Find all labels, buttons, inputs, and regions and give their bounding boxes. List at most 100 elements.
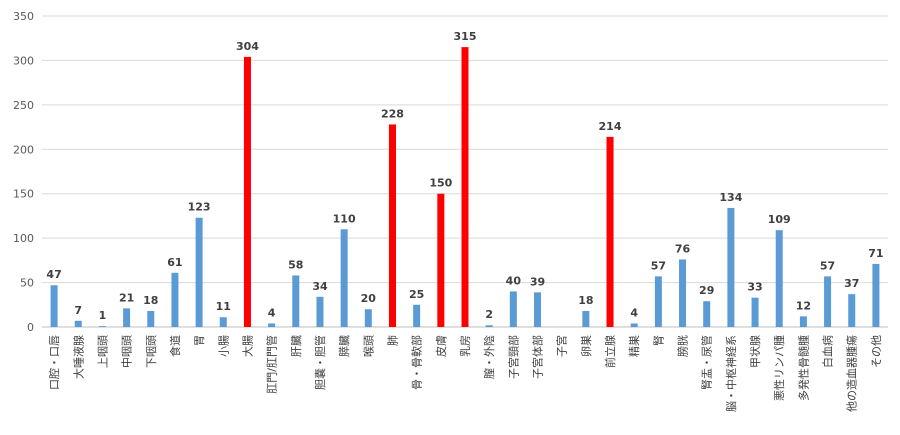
category-label: 小腸: [217, 335, 230, 357]
data-label: 57: [651, 259, 666, 272]
category-label: 悪性リンパ腫: [772, 335, 786, 401]
category-label: 腎盂・尿管: [700, 335, 714, 390]
bar: [388, 124, 396, 327]
y-tick-label: 150: [13, 188, 34, 201]
y-tick-label: 300: [13, 54, 34, 67]
data-label: 21: [119, 291, 134, 304]
bar: [437, 193, 445, 327]
bar: [872, 263, 880, 327]
category-label: 膀胱: [676, 335, 690, 357]
bar: [485, 325, 493, 327]
data-label: 18: [143, 294, 158, 307]
data-label: 304: [236, 40, 259, 53]
data-label: 76: [675, 242, 691, 255]
y-tick-label: 350: [13, 10, 34, 23]
bar: [606, 136, 614, 327]
bar: [630, 323, 638, 327]
bar: [509, 291, 517, 327]
bar: [292, 275, 300, 327]
data-label: 39: [530, 275, 545, 288]
category-label: 大唾液腺: [71, 335, 85, 379]
y-tick-label: 50: [20, 277, 34, 290]
data-label: 58: [288, 258, 303, 271]
data-label: 1: [99, 309, 107, 322]
data-label: 2: [485, 308, 493, 321]
bar: [848, 294, 856, 327]
data-label: 109: [768, 213, 791, 226]
bar: [364, 309, 372, 327]
data-label: 33: [747, 281, 762, 294]
bar: [243, 56, 251, 327]
data-label: 37: [844, 277, 859, 290]
data-label: 34: [312, 280, 328, 293]
category-label: 卵巣: [580, 335, 593, 357]
category-label: 口腔・口唇: [47, 335, 61, 390]
category-label: 乳房: [459, 335, 472, 357]
data-label: 7: [74, 304, 82, 317]
category-label: 大腸: [240, 335, 254, 357]
category-label: 食道: [168, 335, 182, 357]
bar: [195, 217, 203, 327]
bar: [751, 297, 759, 327]
category-label: 他の造血器腫瘍: [845, 335, 859, 412]
category-label: 前立腺: [603, 335, 617, 368]
data-label: 20: [361, 292, 377, 305]
data-label: 12: [796, 299, 811, 312]
category-label: 脳・中枢神経系: [724, 335, 738, 412]
category-label: 白血病: [821, 335, 835, 368]
bar: [74, 320, 82, 327]
category-label: 甲状腺: [748, 335, 762, 368]
data-label: 40: [506, 274, 522, 287]
bar: [679, 259, 687, 327]
category-label: 肝臓: [290, 335, 303, 357]
data-label: 134: [719, 191, 742, 204]
category-label: 子宮頸部: [506, 335, 520, 379]
data-label: 150: [429, 177, 452, 190]
data-label: 214: [599, 120, 622, 133]
category-label: 膵臓: [338, 335, 351, 357]
bar: [824, 276, 832, 327]
category-label: 膣・外陰: [482, 335, 496, 379]
bar: [147, 311, 155, 327]
bar: [461, 47, 469, 327]
bar: [219, 317, 227, 327]
bar: [703, 301, 711, 327]
data-label: 228: [381, 107, 404, 120]
category-label: 子宮: [555, 335, 569, 357]
bar: [413, 304, 421, 327]
bar: [316, 296, 324, 327]
bar: [534, 292, 542, 327]
data-label: 25: [409, 288, 424, 301]
bar: [98, 326, 106, 327]
category-label: 胃: [193, 335, 206, 346]
category-label: 骨・骨軟部: [410, 335, 424, 390]
category-label: 多発性骨髄腫: [796, 335, 810, 401]
category-label: 子宮体部: [531, 335, 545, 379]
data-label: 57: [820, 259, 835, 272]
category-label: 喉頭: [362, 335, 375, 357]
data-label: 61: [167, 256, 182, 269]
data-label: 4: [268, 306, 276, 319]
bar: [50, 285, 58, 327]
y-tick-label: 0: [27, 321, 34, 334]
bar: [268, 323, 276, 327]
category-label: 肛門/肛門管: [265, 335, 279, 394]
category-label: 下咽頭: [145, 335, 158, 368]
data-label: 29: [699, 284, 714, 297]
bar: [123, 308, 131, 327]
category-label: 腎: [652, 335, 665, 346]
bar: [582, 311, 590, 327]
y-tick-label: 250: [13, 99, 34, 112]
data-label: 4: [630, 306, 638, 319]
data-label: 47: [46, 268, 61, 281]
data-label: 315: [454, 30, 477, 43]
category-label: 胆嚢・胆管: [313, 335, 327, 390]
bar: [775, 230, 783, 327]
category-label: 肺: [386, 335, 399, 346]
bar: [171, 272, 179, 327]
category-label: 皮膚: [434, 335, 448, 357]
bar: [799, 316, 807, 327]
data-label: 18: [578, 294, 593, 307]
bar: [654, 276, 662, 327]
